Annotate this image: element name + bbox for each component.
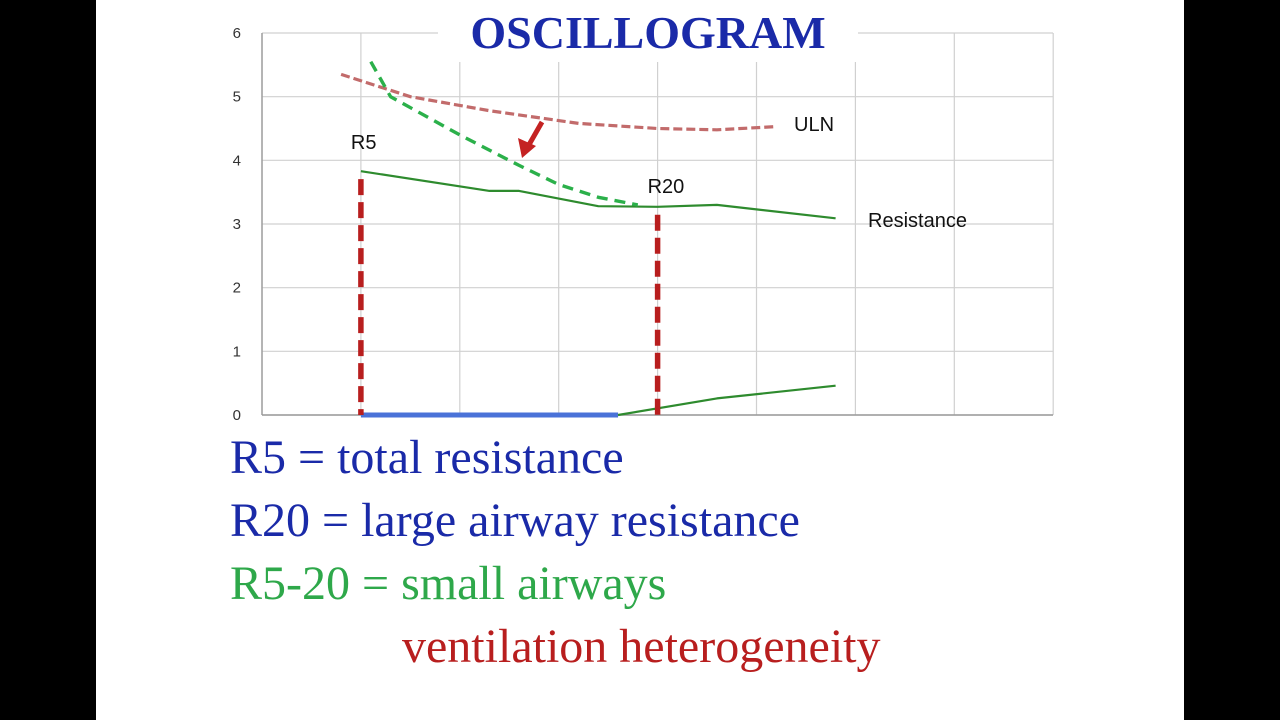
caption-ventilation: ventilation heterogeneity xyxy=(402,620,881,673)
arrow-head xyxy=(518,138,536,158)
y-tick-label: 0 xyxy=(233,407,241,424)
slide: 0 1 2 3 4 5 6 R5 R20 ULN Resistance OSCILLOGRAM R… xyxy=(96,0,1184,720)
y-tick-label: 4 xyxy=(233,152,241,169)
label-r5: R5 xyxy=(351,132,377,154)
y-tick-label: 2 xyxy=(233,280,241,297)
series-uln xyxy=(340,72,777,132)
label-uln: ULN xyxy=(794,114,834,136)
series-lower xyxy=(617,384,836,417)
y-tick-label: 3 xyxy=(233,216,241,233)
series-resistance xyxy=(360,170,836,220)
oscillogram-chart: 0 1 2 3 4 5 6 R5 R20 ULN Resistance xyxy=(233,25,1054,424)
caption-r5-20: R5-20 = small airways xyxy=(230,557,667,610)
series-dashed-green xyxy=(369,60,639,207)
y-tick-label: 1 xyxy=(233,343,241,360)
y-tick-label: 6 xyxy=(233,25,241,42)
caption-r5: R5 = total resistance xyxy=(230,431,624,484)
y-tick-label: 5 xyxy=(233,89,241,106)
label-resistance: Resistance xyxy=(868,210,967,232)
chart-title: OSCILLOGRAM xyxy=(438,4,858,62)
label-r20: R20 xyxy=(648,176,685,198)
caption-r20: R20 = large airway resistance xyxy=(230,494,800,547)
